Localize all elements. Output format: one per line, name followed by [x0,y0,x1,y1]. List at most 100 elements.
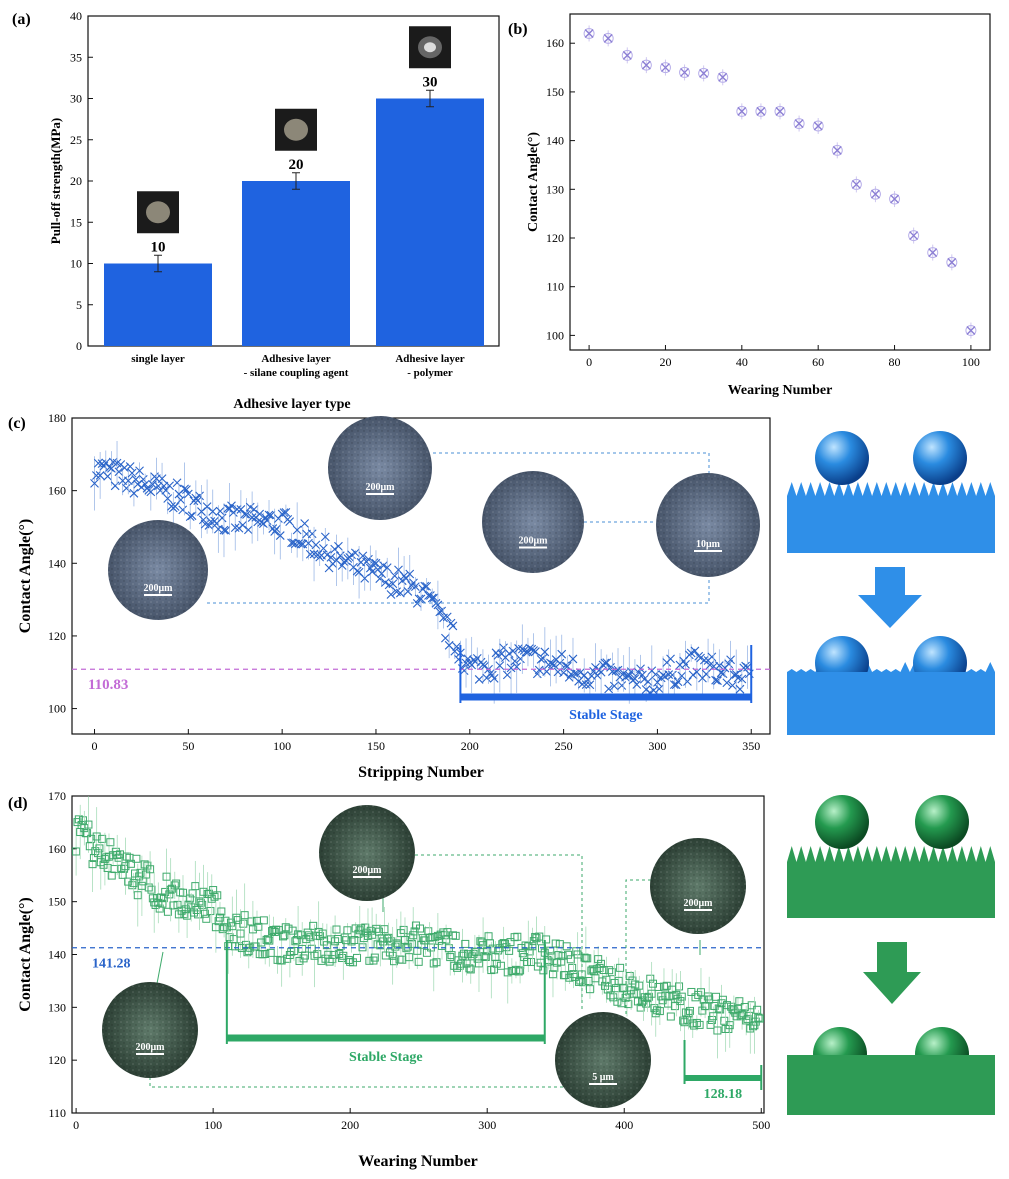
data-point [506,663,516,673]
data-point [198,900,207,909]
data-point [150,898,159,907]
data-point [742,1016,751,1025]
axes-c: 100 120 140 160 180 0 50 100 150 200 250 300 350 Cont… [8,411,771,781]
data-point [594,955,603,964]
data-point [185,894,194,903]
data-point [87,834,96,843]
sem-texture [328,416,432,520]
data-point [332,925,341,934]
x-tick-label-c: 350 [742,739,760,753]
plot-frame-c [71,417,771,735]
data-point [155,904,164,913]
data-point [482,673,492,683]
x-tick-label-c: 250 [555,739,573,753]
data-point [158,899,167,908]
data-point [114,467,124,477]
data-point [78,816,87,825]
y-tick-label-c: 160 [48,484,66,498]
data-point [262,516,272,525]
data-point [84,820,93,829]
data-point [388,579,398,589]
data-point [110,481,120,491]
data-point [309,549,319,559]
data-point [577,679,587,689]
data-point [154,898,163,907]
scale-bar-label: 200μm [366,482,396,493]
data-point [169,901,178,910]
data-point [232,504,242,514]
data-point [690,646,700,656]
data-point [272,524,281,534]
y-tick-label-b: 150 [546,85,564,99]
data-point [687,987,696,996]
data-point [579,978,588,987]
data-point [749,1022,758,1031]
data-point [264,510,274,520]
data-point-ring [946,256,958,268]
data-point [360,573,370,583]
data-point [477,938,486,947]
data-point [516,966,525,975]
rough-surface [787,482,995,553]
data-point [714,1004,723,1013]
x-axis-title-a: Adhesive layer type [233,397,350,412]
data-point [121,862,130,871]
data-point [429,959,438,968]
data-point [358,943,367,952]
data-point [699,68,709,78]
sem-texture [102,982,198,1078]
data-point [280,931,289,940]
data-point [755,1014,764,1023]
data-point [122,852,131,861]
x-tick-label-b: 100 [962,355,980,369]
data-point [300,519,310,528]
data-point [176,495,186,505]
data-point [161,485,171,495]
data-point [561,971,570,980]
data-point [737,106,747,116]
data-point [661,991,670,1000]
scale-bar-label: 200μm [684,898,714,909]
data-point [359,934,368,943]
data-point [392,939,401,948]
data-point [673,994,682,1003]
data-point [292,935,301,944]
data-point [416,924,425,933]
data-point [314,927,323,936]
data-point [851,179,861,189]
sem-texture [656,473,760,577]
data-point [254,922,263,931]
y-axis-title-b: Contact Angle(°) [526,132,541,232]
y-tick-label-a: 5 [76,298,82,312]
data-point [420,581,430,591]
data-point [427,593,437,603]
y-tick-label-b: 140 [546,134,564,148]
down-arrow-icon [858,567,922,628]
data-point [726,655,735,665]
y-tick-label-c: 140 [48,556,66,570]
data-point [243,525,253,535]
data-point [263,935,272,944]
data-point [890,194,900,204]
x-tick-label-c: 200 [461,739,479,753]
connector-line [415,854,583,1012]
data-point [677,992,686,1001]
data-point [569,970,578,979]
data-point [602,975,611,984]
data-point [140,860,149,869]
data-point [603,985,612,994]
data-point [709,1012,718,1021]
data-point [403,587,413,596]
data-point [532,934,541,943]
x-tick-label-c: 300 [648,739,666,753]
data-point [598,977,607,986]
data-point [331,937,340,946]
data-point [450,646,460,656]
data-point [568,654,578,664]
stable-stage-label: Stable Stage [349,1050,423,1065]
data-point [447,951,456,960]
data-point [261,949,270,958]
y-tick-label-d: 130 [48,1000,66,1014]
data-point [146,865,155,874]
data-point [94,849,103,858]
